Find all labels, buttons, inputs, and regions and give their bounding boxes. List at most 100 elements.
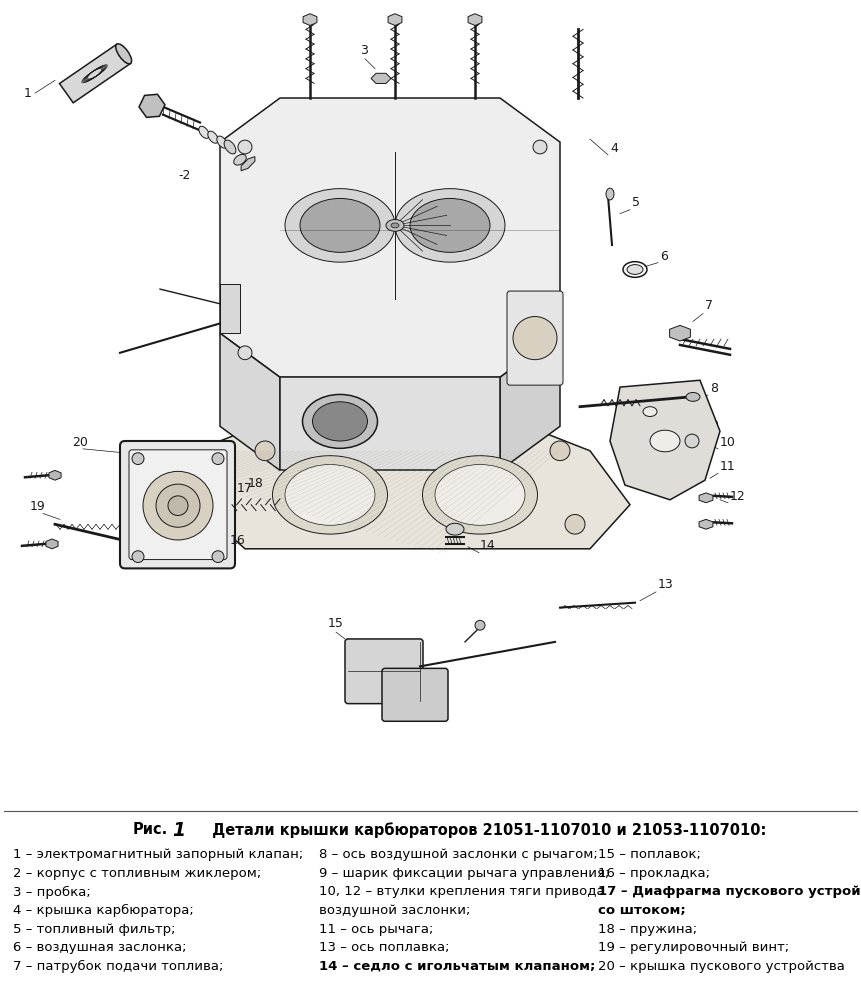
Polygon shape: [195, 431, 630, 549]
Text: 6 – воздушная заслонка;: 6 – воздушная заслонка;: [13, 942, 187, 954]
Text: 13: 13: [658, 578, 674, 591]
Circle shape: [565, 515, 585, 534]
Text: 9: 9: [710, 419, 718, 432]
Circle shape: [132, 453, 144, 464]
Ellipse shape: [650, 430, 680, 452]
Text: 4: 4: [610, 142, 618, 155]
Text: 19 – регулировочный винт;: 19 – регулировочный винт;: [598, 942, 790, 954]
Text: 16: 16: [230, 533, 245, 547]
Text: 11 – ось рычага;: 11 – ось рычага;: [319, 923, 433, 936]
Circle shape: [238, 140, 252, 154]
Circle shape: [200, 510, 220, 529]
Ellipse shape: [435, 464, 525, 526]
Text: 3 – пробка;: 3 – пробка;: [13, 885, 90, 898]
Ellipse shape: [395, 188, 505, 262]
FancyBboxPatch shape: [129, 450, 227, 560]
Text: 1: 1: [172, 821, 185, 840]
Polygon shape: [241, 157, 255, 171]
Polygon shape: [388, 14, 402, 26]
Text: 17: 17: [237, 482, 253, 495]
Ellipse shape: [233, 155, 246, 165]
Text: 11: 11: [720, 460, 736, 473]
Text: 20: 20: [72, 436, 88, 449]
Polygon shape: [220, 284, 240, 333]
Text: 6: 6: [660, 249, 668, 262]
Ellipse shape: [313, 402, 368, 441]
Ellipse shape: [285, 464, 375, 526]
Ellipse shape: [224, 140, 236, 154]
FancyBboxPatch shape: [120, 441, 235, 568]
Polygon shape: [59, 44, 131, 103]
Text: 1 – электромагнитный запорный клапан;: 1 – электромагнитный запорный клапан;: [13, 848, 303, 862]
Ellipse shape: [217, 136, 227, 148]
Text: 17 – Диафрагма пускового устройства: 17 – Диафрагма пускового устройства: [598, 885, 861, 898]
Ellipse shape: [272, 456, 387, 534]
Circle shape: [533, 140, 547, 154]
Text: 7: 7: [705, 299, 713, 312]
Ellipse shape: [446, 524, 464, 535]
Text: 7 – патрубок подачи топлива;: 7 – патрубок подачи топлива;: [13, 960, 223, 973]
Text: 14 – седло с игольчатым клапаном;: 14 – седло с игольчатым клапаном;: [319, 960, 595, 973]
Ellipse shape: [686, 392, 700, 401]
FancyBboxPatch shape: [507, 291, 563, 386]
Polygon shape: [610, 381, 720, 500]
Ellipse shape: [199, 126, 209, 138]
Ellipse shape: [391, 223, 399, 228]
Polygon shape: [46, 539, 58, 549]
Text: 8: 8: [710, 382, 718, 395]
Text: 15 – поплавок;: 15 – поплавок;: [598, 848, 701, 862]
Text: 18 – пружина;: 18 – пружина;: [598, 923, 697, 936]
Ellipse shape: [606, 188, 614, 200]
Circle shape: [533, 346, 547, 360]
Circle shape: [143, 471, 213, 540]
Text: 5 – топливный фильтр;: 5 – топливный фильтр;: [13, 923, 176, 936]
Text: Детали крышки карбюраторов 21051-1107010 и 21053‐1107010:: Детали крышки карбюраторов 21051-1107010…: [202, 822, 766, 837]
Circle shape: [156, 484, 200, 528]
Ellipse shape: [410, 198, 490, 252]
Text: 4 – крышка карбюратора;: 4 – крышка карбюратора;: [13, 904, 194, 917]
Text: 19: 19: [30, 500, 46, 513]
Text: Рис.: Рис.: [133, 822, 168, 837]
Text: 10, 12 – втулки крепления тяги привода: 10, 12 – втулки крепления тяги привода: [319, 885, 604, 898]
Ellipse shape: [627, 264, 643, 274]
Text: 20 – крышка пускового устройства: 20 – крышка пускового устройства: [598, 960, 846, 973]
Text: 9 – шарик фиксации рычага управления;: 9 – шарик фиксации рычага управления;: [319, 867, 609, 880]
Text: 14: 14: [480, 538, 496, 552]
Text: 18: 18: [248, 477, 263, 490]
Ellipse shape: [302, 394, 377, 449]
FancyBboxPatch shape: [345, 639, 423, 704]
Polygon shape: [280, 378, 500, 470]
Text: 2 – корпус с топливным жиклером;: 2 – корпус с топливным жиклером;: [13, 867, 261, 880]
Ellipse shape: [423, 456, 537, 534]
Text: со штоком;: со штоком;: [598, 904, 686, 917]
Circle shape: [168, 496, 188, 516]
Circle shape: [212, 453, 224, 464]
Polygon shape: [139, 95, 165, 117]
Ellipse shape: [300, 198, 380, 252]
Circle shape: [132, 551, 144, 562]
Text: 1: 1: [24, 87, 32, 100]
Text: 16 – прокладка;: 16 – прокладка;: [598, 867, 710, 880]
Polygon shape: [670, 325, 691, 341]
Polygon shape: [49, 470, 61, 480]
Circle shape: [513, 317, 557, 360]
Text: 8 – ось воздушной заслонки с рычагом;: 8 – ось воздушной заслонки с рычагом;: [319, 848, 598, 862]
Circle shape: [212, 551, 224, 562]
Polygon shape: [303, 14, 317, 26]
Circle shape: [475, 620, 485, 630]
Ellipse shape: [643, 406, 657, 416]
Text: 3: 3: [360, 44, 368, 57]
Text: 10: 10: [720, 436, 736, 449]
Ellipse shape: [386, 220, 404, 232]
Text: 15: 15: [328, 617, 344, 630]
Text: 5: 5: [632, 196, 640, 209]
Ellipse shape: [285, 188, 395, 262]
Polygon shape: [699, 493, 713, 503]
Circle shape: [238, 346, 252, 360]
Ellipse shape: [115, 43, 132, 64]
FancyBboxPatch shape: [382, 669, 448, 722]
Polygon shape: [220, 98, 560, 378]
Text: воздушной заслонки;: воздушной заслонки;: [319, 904, 470, 917]
Circle shape: [550, 441, 570, 460]
Text: -2: -2: [178, 170, 190, 182]
